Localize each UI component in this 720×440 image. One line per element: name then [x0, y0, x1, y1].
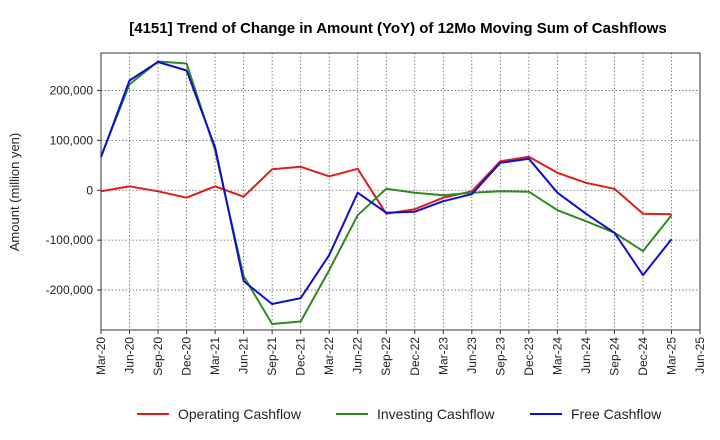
x-tick-label: Mar-20	[94, 337, 108, 375]
x-tick-label: Sep-24	[607, 337, 621, 376]
x-tick-label: Mar-22	[322, 337, 336, 375]
series-lines	[100, 60, 673, 325]
x-tick-label: Mar-24	[550, 337, 564, 375]
x-tick-label: Mar-25	[664, 337, 678, 375]
x-tick-label: Jun-20	[123, 337, 137, 374]
legend-label-investing-cashflow: Investing Cashflow	[377, 406, 495, 422]
chart-title: [4151] Trend of Change in Amount (YoY) o…	[129, 20, 667, 37]
y-axis-label: Amount (million yen)	[7, 133, 22, 252]
y-tick-label: -200,000	[46, 283, 94, 297]
y-tick-label: 0	[86, 183, 93, 197]
x-axis-ticks: Mar-20 Jun-20 Sep-20 Dec-20 Mar-21 Jun-21 Sep-…	[94, 330, 707, 376]
x-tick-label: Jun-21	[237, 337, 251, 374]
x-tick-label: Dec-23	[522, 337, 536, 376]
x-tick-label: Mar-21	[208, 337, 222, 375]
x-tick-label: Dec-22	[408, 337, 422, 376]
legend-label-operating-cashflow: Operating Cashflow	[178, 406, 302, 422]
series-line-investing-cashflow	[100, 60, 673, 325]
x-tick-label: Dec-24	[636, 337, 650, 376]
plot-frame	[100, 52, 701, 331]
legend-label-free-cashflow: Free Cashflow	[571, 406, 662, 422]
x-tick-label: Sep-21	[265, 337, 279, 376]
x-tick-label: Jun-22	[351, 337, 365, 374]
x-tick-label: Jun-23	[465, 337, 479, 374]
y-tick-label: 200,000	[50, 83, 94, 97]
x-tick-label: Mar-23	[436, 337, 450, 375]
grid	[101, 53, 700, 330]
y-axis-ticks: -200,000 -100,000 0 100,000 200,000	[46, 83, 101, 297]
x-tick-label: Sep-22	[379, 337, 393, 376]
x-tick-label: Dec-20	[180, 337, 194, 376]
y-tick-label: -100,000	[46, 233, 94, 247]
x-tick-label: Sep-20	[151, 337, 165, 376]
x-tick-label: Jun-24	[579, 337, 593, 374]
y-tick-label: 100,000	[50, 133, 94, 147]
series-line-free-cashflow	[100, 61, 673, 305]
x-tick-label: Sep-23	[493, 337, 507, 376]
legend: Operating Cashflow Investing Cashflow Free…	[137, 406, 662, 422]
x-tick-label: Jun-25	[693, 337, 707, 374]
x-tick-label: Dec-21	[294, 337, 308, 376]
